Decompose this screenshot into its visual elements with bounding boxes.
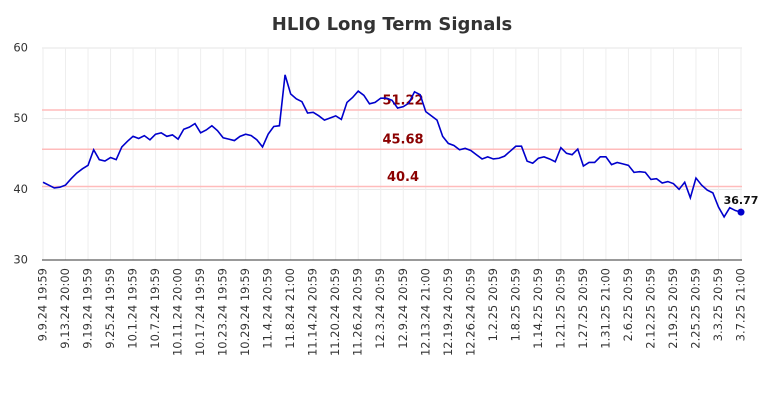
x-tick-label: 9.19.24 19:59 bbox=[81, 268, 95, 349]
chart-title: HLIO Long Term Signals bbox=[272, 14, 512, 35]
x-tick-label: 3.3.25 20:59 bbox=[711, 268, 725, 341]
signal-label: 40.4 bbox=[387, 170, 419, 185]
x-tick-label: 1.14.25 20:59 bbox=[531, 268, 545, 349]
x-tick-label: 9.25.24 19:59 bbox=[103, 268, 117, 349]
y-tick-label: 40 bbox=[13, 182, 28, 196]
x-tick-label: 1.8.25 20:59 bbox=[508, 268, 522, 341]
y-tick-label: 50 bbox=[13, 111, 28, 125]
x-tick-label: 10.11.24 20:00 bbox=[171, 268, 185, 356]
x-tick-label: 2.6.25 20:59 bbox=[621, 268, 635, 341]
x-tick-label: 10.1.24 19:59 bbox=[126, 268, 140, 349]
x-tick-label: 10.7.24 19:59 bbox=[148, 268, 162, 349]
x-tick-label: 12.26.24 20:59 bbox=[463, 268, 477, 356]
y-tick-label: 30 bbox=[13, 253, 28, 267]
x-tick-label: 2.19.25 20:59 bbox=[666, 268, 680, 349]
x-tick-label: 3.7.25 21:00 bbox=[734, 268, 748, 341]
x-tick-label: 10.23.24 19:59 bbox=[216, 268, 230, 356]
x-tick-label: 12.13.24 21:00 bbox=[418, 268, 432, 356]
x-tick-label: 11.4.24 20:59 bbox=[261, 268, 275, 349]
x-tick-label: 1.21.25 20:59 bbox=[553, 268, 567, 349]
last-point bbox=[737, 208, 745, 216]
signal-label: 51.22 bbox=[382, 94, 423, 109]
signal-label: 45.68 bbox=[382, 133, 423, 148]
x-tick-label: 1.31.25 21:00 bbox=[598, 268, 612, 349]
x-tick-label: 12.3.24 20:59 bbox=[373, 268, 387, 349]
x-tick-label: 11.20.24 20:59 bbox=[328, 268, 342, 356]
x-tick-label: 1.27.25 20:59 bbox=[576, 268, 590, 349]
x-tick-label: 12.9.24 20:59 bbox=[396, 268, 410, 349]
x-tick-label: 2.25.25 20:59 bbox=[688, 268, 702, 349]
x-tick-label: 9.13.24 20:00 bbox=[58, 268, 72, 349]
x-tick-label: 9.9.24 19:59 bbox=[36, 268, 50, 341]
x-tick-label: 11.14.24 20:59 bbox=[306, 268, 320, 356]
x-tick-label: 12.19.24 20:59 bbox=[441, 268, 455, 356]
x-tick-label: 10.17.24 19:59 bbox=[193, 268, 207, 356]
x-tick-label: 11.8.24 21:00 bbox=[283, 268, 297, 349]
x-tick-label: 11.26.24 20:59 bbox=[351, 268, 365, 356]
x-tick-label: 10.29.24 19:59 bbox=[238, 268, 252, 356]
price-line bbox=[42, 74, 742, 219]
x-tick-label: 1.2.25 20:59 bbox=[486, 268, 500, 341]
y-tick-label: 60 bbox=[13, 41, 28, 55]
last-value-label: 36.77 bbox=[724, 194, 759, 207]
x-tick-label: 2.12.25 20:59 bbox=[643, 268, 657, 349]
